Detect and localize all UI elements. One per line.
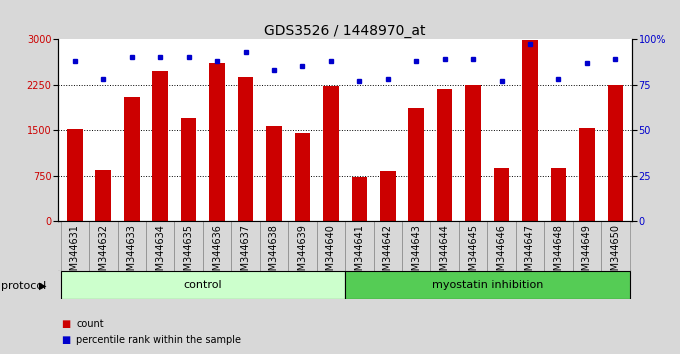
Text: GSM344647: GSM344647 <box>525 224 535 283</box>
Text: GSM344642: GSM344642 <box>383 224 393 283</box>
Bar <box>175 221 203 271</box>
Text: GSM344638: GSM344638 <box>269 224 279 282</box>
Text: protocol: protocol <box>1 281 46 291</box>
Bar <box>488 221 515 271</box>
Bar <box>352 177 367 221</box>
Text: GSM344643: GSM344643 <box>411 224 421 282</box>
Bar <box>146 221 175 271</box>
Bar <box>260 221 288 271</box>
Bar <box>544 221 573 271</box>
Text: GSM344645: GSM344645 <box>468 224 478 283</box>
Text: GSM344640: GSM344640 <box>326 224 336 282</box>
Bar <box>459 221 488 271</box>
Bar <box>118 221 146 271</box>
Bar <box>345 271 630 299</box>
Text: ■: ■ <box>61 335 71 345</box>
Bar <box>266 126 282 221</box>
Text: GSM344633: GSM344633 <box>126 224 137 282</box>
Text: GSM344637: GSM344637 <box>241 224 250 283</box>
Bar <box>494 168 509 221</box>
Bar <box>61 221 89 271</box>
Text: ■: ■ <box>61 319 71 329</box>
Bar <box>373 221 402 271</box>
Text: GSM344635: GSM344635 <box>184 224 194 283</box>
Bar <box>345 221 373 271</box>
Text: GSM344636: GSM344636 <box>212 224 222 282</box>
Bar <box>430 221 459 271</box>
Bar <box>61 271 345 299</box>
Bar <box>551 168 566 221</box>
Bar <box>573 221 601 271</box>
Text: GSM344650: GSM344650 <box>611 224 620 283</box>
Title: GDS3526 / 1448970_at: GDS3526 / 1448970_at <box>265 24 426 38</box>
Text: GSM344634: GSM344634 <box>155 224 165 282</box>
Text: count: count <box>76 319 104 329</box>
Text: control: control <box>184 280 222 290</box>
Text: GSM344639: GSM344639 <box>297 224 307 282</box>
Bar <box>522 40 538 221</box>
Bar <box>95 170 111 221</box>
Text: ▶: ▶ <box>39 281 46 291</box>
Text: GSM344649: GSM344649 <box>582 224 592 282</box>
Bar <box>67 129 83 221</box>
Bar <box>238 76 254 221</box>
Text: GSM344632: GSM344632 <box>99 224 108 283</box>
Bar <box>323 86 339 221</box>
Bar <box>465 85 481 221</box>
Bar <box>380 171 396 221</box>
Bar <box>317 221 345 271</box>
Bar <box>437 89 452 221</box>
Bar <box>294 132 310 221</box>
Text: GSM344646: GSM344646 <box>496 224 507 282</box>
Bar <box>402 221 430 271</box>
Bar <box>231 221 260 271</box>
Bar <box>209 63 225 221</box>
Text: percentile rank within the sample: percentile rank within the sample <box>76 335 241 345</box>
Bar <box>152 70 168 221</box>
Bar <box>288 221 317 271</box>
Bar <box>601 221 630 271</box>
Bar <box>515 221 544 271</box>
Text: GSM344631: GSM344631 <box>70 224 80 282</box>
Bar <box>124 97 139 221</box>
Text: GSM344641: GSM344641 <box>354 224 364 282</box>
Text: GSM344644: GSM344644 <box>440 224 449 282</box>
Bar <box>409 108 424 221</box>
Bar <box>607 85 623 221</box>
Text: myostatin inhibition: myostatin inhibition <box>432 280 543 290</box>
Text: GSM344648: GSM344648 <box>554 224 564 282</box>
Bar <box>181 118 197 221</box>
Bar <box>579 128 595 221</box>
Bar <box>89 221 118 271</box>
Bar <box>203 221 231 271</box>
